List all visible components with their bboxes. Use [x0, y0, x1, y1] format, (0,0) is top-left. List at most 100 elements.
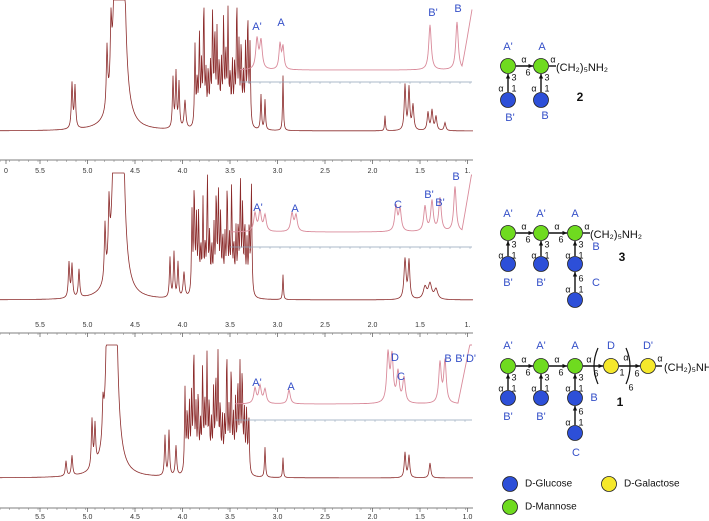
axis-tick-label: 4.0 [178, 514, 188, 521]
residue-symbol [567, 292, 583, 308]
axis-tick-label: 1.5 [415, 168, 425, 175]
linkage-label: α [498, 383, 503, 393]
axis-tick-label: 5.5 [35, 168, 45, 175]
residue-symbol [533, 92, 549, 108]
peak-label: B' [428, 7, 437, 19]
axis-tick-label: 1. [465, 322, 471, 329]
residue-label: A' [503, 208, 512, 220]
linkage-label: α [521, 54, 526, 64]
residue-label: B' [503, 277, 512, 289]
residue-label: B' [536, 411, 545, 423]
linkage-label: 1 [511, 250, 516, 260]
residue-label: B' [503, 411, 512, 423]
residue-label: A [538, 41, 546, 53]
linkage-label: α [531, 83, 536, 93]
axis-tick-label: 3.5 [225, 514, 235, 521]
linkage-label: 3 [544, 72, 549, 82]
residue-symbol [567, 390, 583, 406]
legend-symbol [502, 476, 518, 492]
axis-tick-label: 2.5 [320, 514, 330, 521]
linkage-label: 1 [544, 383, 549, 393]
linkage-label: 3 [511, 239, 516, 249]
residue-label: A [571, 208, 579, 220]
linkage-arrowhead [505, 74, 511, 79]
residue-symbol [500, 256, 516, 272]
residue-label: B' [505, 112, 514, 124]
spectrum-trace [0, 0, 473, 132]
linkage-label: 1 [511, 83, 516, 93]
residue-symbol [500, 225, 516, 241]
linkage-label: α [586, 354, 591, 364]
linkage-label: α [554, 221, 559, 231]
residue-symbol [500, 358, 516, 374]
inset-trace [240, 9, 473, 71]
axis-tick-label: 0 [4, 168, 8, 175]
linkage-label: 1 [578, 284, 583, 294]
linkage-label: 3 [544, 239, 549, 249]
axis-tick-label: 1.5 [415, 322, 425, 329]
residue-symbol [603, 358, 619, 374]
repeat-bracket [625, 347, 631, 385]
aglycone: (CH₂)₅NH₂ [556, 62, 608, 74]
peak-label: B' [455, 353, 464, 365]
peak-label: B [444, 353, 451, 365]
linkage-label: 6 [558, 234, 563, 244]
residue-symbol [567, 225, 583, 241]
linkage-label: α [498, 83, 503, 93]
linkage-label: 6 [525, 367, 530, 377]
legend: D-Glucose D-Galactose D-Mannose [502, 476, 680, 515]
linkage-label: α [521, 354, 526, 364]
residue-label: A' [503, 340, 512, 352]
linkage-arrowhead [505, 374, 511, 379]
linkage-label: 3 [544, 372, 549, 382]
linkage-arrowhead [572, 272, 578, 277]
axis-tick-label: 1.5 [415, 514, 425, 521]
linkage-arrowhead [528, 230, 533, 236]
peak-label: A [277, 17, 285, 29]
linkage-label: 6 [525, 67, 530, 77]
aglycone: (CH₂)₅NH₂ [590, 229, 642, 241]
linkage-label: 3 [578, 239, 583, 249]
linkage-arrowhead [538, 374, 544, 379]
residue-symbol [500, 92, 516, 108]
spectrum-trace [0, 172, 474, 301]
spectrum-panel: 0 5.5 5.0 4.5 4.0 3.5 3.0 2.5 2.0 1.5 1. A' A B' B [0, 0, 473, 175]
residue-label: A' [536, 208, 545, 220]
axis-tick-label: 5.5 [35, 514, 45, 521]
linkage-label: α [521, 221, 526, 231]
peak-label: D [391, 352, 399, 364]
residue-label: C [592, 277, 600, 289]
spectrum-panel: 5.5 5.0 4.5 4.0 3.5 3.0 2.5 2.0 1.5 1.0 A' A DC B B' D' [0, 344, 476, 521]
linkage-label: α [565, 417, 570, 427]
residue-symbol [640, 358, 656, 374]
linkage-label: 3 [511, 372, 516, 382]
residue-symbol [500, 58, 516, 74]
axis-tick-label: 4.5 [130, 322, 140, 329]
linkage-label: α [550, 54, 555, 64]
peak-label: A' [252, 377, 261, 389]
residue-label: B' [536, 277, 545, 289]
spectrum-trace [0, 344, 473, 479]
legend-label: D-Glucose [525, 479, 573, 490]
axis-tick-label: 3.5 [225, 168, 235, 175]
axis-tick-label: 5.0 [83, 322, 93, 329]
residue-label: C [572, 447, 580, 459]
linkage-label: 6 [578, 406, 583, 416]
peak-label: B [454, 3, 461, 15]
linkage-label: 3 [511, 72, 516, 82]
inset-trace [235, 344, 472, 405]
residue-label: A' [536, 340, 545, 352]
axis-tick-label: 3.0 [273, 514, 283, 521]
residue-symbol [567, 256, 583, 272]
linkage-arrowhead [505, 241, 511, 246]
linkage-label: 3 [578, 372, 583, 382]
linkage-label: 1 [511, 383, 516, 393]
linkage-label: α [565, 250, 570, 260]
axis-tick-label: 5.0 [83, 514, 93, 521]
residue-symbol [567, 358, 583, 374]
axis-tick-label: 4.5 [130, 168, 140, 175]
axis-tick-label: 4.0 [178, 322, 188, 329]
repeat-bracket [593, 347, 599, 385]
